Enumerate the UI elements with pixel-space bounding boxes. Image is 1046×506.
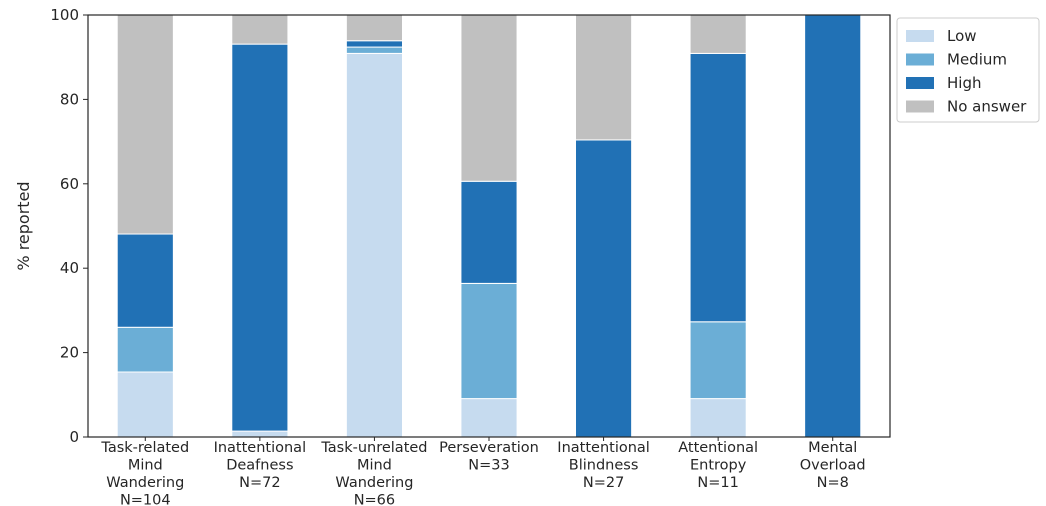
bar-segment — [460, 282, 518, 400]
y-tick-label: 80 — [60, 90, 79, 108]
bar-segment — [116, 326, 174, 373]
bar-segment — [575, 14, 633, 141]
x-tick-label: Inattentional Blindness N=27 — [557, 440, 650, 491]
bar-segment — [231, 14, 289, 45]
bar-segment — [689, 14, 747, 54]
x-axis: Task-related Mind Wandering N=104 Inattentio… — [100, 437, 866, 506]
bar-segment — [345, 46, 403, 54]
bar-segment — [804, 14, 862, 438]
bar-segment — [231, 430, 289, 438]
bar-segment — [345, 14, 403, 42]
y-tick-label: 20 — [60, 344, 79, 362]
legend-label: No answer — [947, 98, 1027, 116]
bar-segment — [345, 52, 403, 438]
legend-label: Medium — [947, 51, 1007, 69]
x-tick-label: Task-related Mind Wandering N=104 — [100, 440, 189, 506]
y-tick-label: 40 — [60, 259, 79, 277]
legend-label: Low — [947, 27, 977, 45]
legend-box — [896, 17, 1040, 123]
legend-swatch — [906, 53, 934, 66]
bar-segment — [460, 398, 518, 438]
x-tick-label: Mental Overload N=8 — [800, 440, 866, 491]
bar-segment — [689, 398, 747, 438]
y-tick-label: 60 — [60, 175, 79, 193]
legend: Low Medium High No answer — [896, 17, 1040, 123]
bar-segment — [460, 180, 518, 284]
bar-segment — [116, 14, 174, 235]
y-axis: 0 20 40 60 80 100 — [50, 6, 88, 446]
x-tick-label: Inattentional Deafness N=72 — [214, 440, 307, 491]
bars-layer — [116, 14, 862, 438]
legend-swatch — [906, 77, 934, 89]
bar-segment — [116, 233, 174, 328]
legend-swatch — [906, 100, 934, 113]
y-tick-label: 100 — [50, 6, 79, 24]
bar-segment — [345, 40, 403, 48]
bar-segment — [116, 371, 174, 438]
x-tick-label: Attentional Entropy N=11 — [678, 440, 758, 491]
x-tick-label: Task-unrelated Mind Wandering N=66 — [320, 440, 427, 506]
y-tick-label: 0 — [69, 428, 79, 446]
bar-segment — [689, 52, 747, 323]
bar-segment — [460, 14, 518, 182]
bar-segment — [689, 321, 747, 400]
legend-label: High — [947, 74, 981, 92]
y-axis-title: % reported — [14, 181, 33, 270]
bar-segment — [231, 43, 289, 432]
bar-segment — [575, 139, 633, 438]
x-tick-label: Perseveration N=33 — [439, 440, 539, 474]
legend-swatch — [906, 30, 934, 42]
